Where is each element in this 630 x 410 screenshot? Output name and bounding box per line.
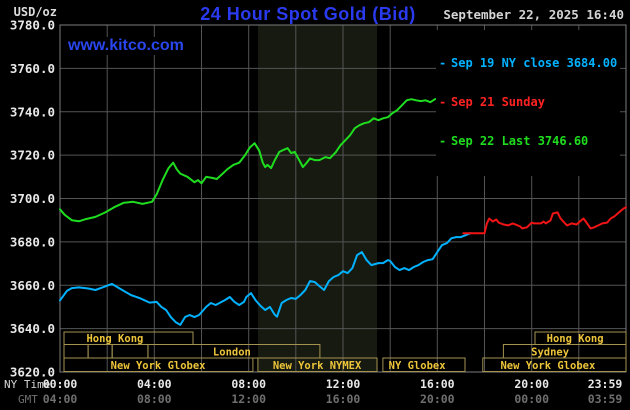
- session-label: Hong Kong: [86, 333, 143, 345]
- session-box: [111, 344, 149, 359]
- session-box: [257, 357, 378, 372]
- kitco-watermark-link[interactable]: www.kitco.com: [65, 37, 187, 55]
- x-tick-gmt-label: 03:59: [588, 392, 623, 406]
- session-label: Sydney: [531, 347, 570, 359]
- x-tick-gmt-label: 08:00: [137, 392, 172, 406]
- session-label: NY Globex: [389, 360, 447, 372]
- y-tick-label: 3720.0: [10, 148, 55, 163]
- x-tick-ny-label: 23:59: [588, 377, 623, 391]
- x-tick-ny-label: 08:00: [231, 377, 266, 391]
- y-tick-label: 3640.0: [10, 321, 55, 336]
- sep21-dash-icon: -: [439, 95, 447, 109]
- session-label: London: [213, 347, 251, 359]
- x-tick-gmt-label: 04:00: [43, 392, 78, 406]
- y-tick-label: 3760.0: [10, 61, 55, 76]
- y-axis-unit-label: USD/oz: [13, 5, 57, 19]
- datetime-label: September 22, 2025 16:40: [441, 7, 626, 22]
- legend-item-sep22: - Sep 22 Last 3746.60: [439, 135, 617, 148]
- legend-label-sep22: Sep 22 Last 3746.60: [451, 134, 589, 148]
- legend-label-sep21: Sep 21 Sunday: [451, 95, 545, 109]
- sep22-dash-icon: -: [439, 134, 447, 148]
- session-label: New York Globex: [500, 360, 596, 372]
- x-tick-gmt-label: 00:00: [514, 392, 549, 406]
- y-tick-label: 3780.0: [10, 18, 55, 33]
- session-box: [382, 357, 466, 372]
- y-tick-label: 3740.0: [10, 104, 55, 119]
- x-tick-gmt-label: 12:00: [231, 392, 266, 406]
- legend: - Sep 19 NY close 3684.00 - Sep 21 Sunday …: [436, 30, 621, 176]
- session-label: New York Globex: [111, 360, 207, 372]
- gmt-row-label: GMT: [18, 393, 38, 406]
- session-box: [482, 357, 627, 372]
- x-tick-ny-label: 00:00: [43, 377, 78, 391]
- x-tick-ny-label: 20:00: [514, 377, 549, 391]
- session-box: [63, 357, 254, 372]
- page-title: 24 Hour Spot Gold (Bid): [200, 4, 416, 24]
- series-sep19-line: [59, 232, 472, 326]
- legend-item-sep19: - Sep 19 NY close 3684.00: [439, 57, 617, 70]
- y-tick-label: 3700.0: [10, 191, 55, 206]
- sep19-dash-icon: -: [439, 56, 447, 70]
- session-box: [63, 344, 89, 359]
- session-box: [87, 344, 113, 359]
- x-tick-ny-label: 04:00: [137, 377, 172, 391]
- session-label: New York NYMEX: [273, 360, 362, 372]
- y-tick-label: 3680.0: [10, 234, 55, 249]
- x-tick-ny-label: 16:00: [420, 377, 455, 391]
- series-sep22-line: [59, 96, 451, 223]
- legend-label-sep19: Sep 19 NY close 3684.00: [451, 56, 618, 70]
- y-tick-label: 3660.0: [10, 278, 55, 293]
- ny-time-row-label: NY Time: [4, 378, 50, 391]
- x-tick-gmt-label: 20:00: [420, 392, 455, 406]
- series-sep21-line: [462, 206, 627, 235]
- x-tick-gmt-label: 16:00: [326, 392, 361, 406]
- session-label: Hong Kong: [547, 333, 604, 345]
- legend-item-sep21: - Sep 21 Sunday: [439, 96, 617, 109]
- x-tick-ny-label: 12:00: [326, 377, 361, 391]
- y-tick-label: 3620.0: [10, 365, 55, 380]
